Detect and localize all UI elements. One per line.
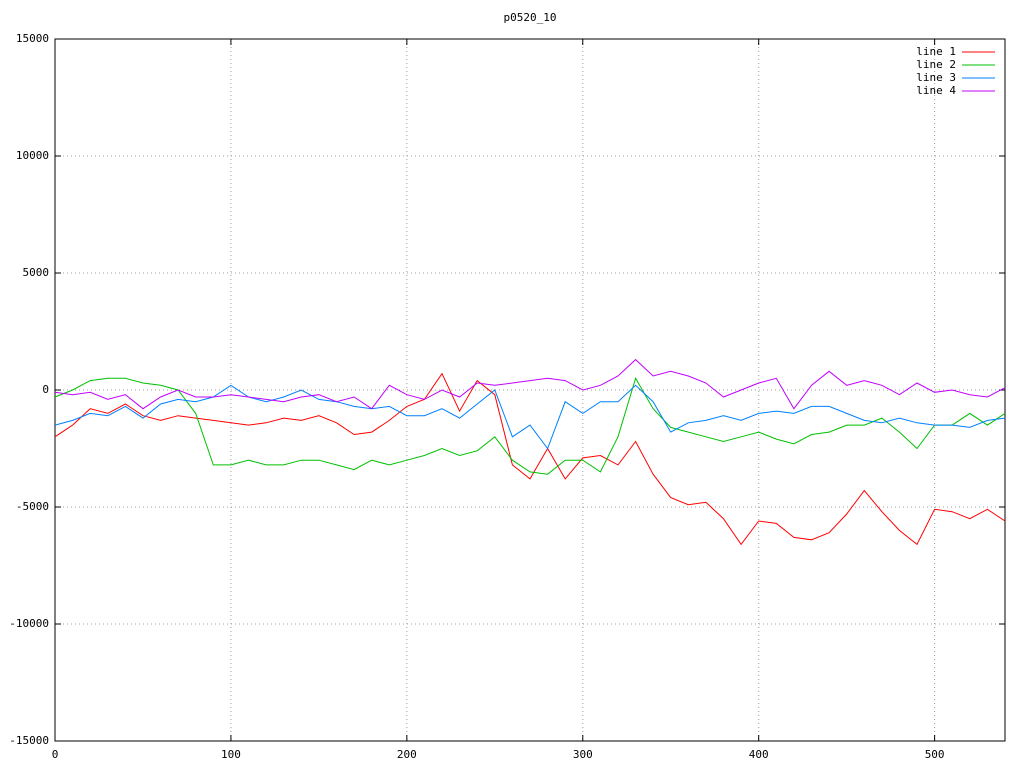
chart-title: p0520_10	[504, 11, 557, 24]
y-tick-label: -10000	[9, 617, 49, 630]
y-tick-label: 10000	[16, 149, 49, 162]
legend-label: line 4	[916, 84, 956, 97]
data-line	[54, 377, 1006, 475]
y-tick-label: 0	[42, 383, 49, 396]
data-line	[54, 372, 1006, 546]
x-tick-label: 100	[221, 748, 241, 761]
plot-border	[54, 38, 1006, 742]
x-tick-label: 0	[52, 748, 59, 761]
data-line	[54, 358, 1006, 410]
legend-label: line 2	[916, 58, 956, 71]
y-tick-label: 5000	[23, 266, 50, 279]
y-tick-label: -15000	[9, 734, 49, 747]
x-tick-label: 500	[925, 748, 945, 761]
x-tick-label: 400	[749, 748, 769, 761]
y-tick-label: -5000	[16, 500, 49, 513]
x-tick-label: 300	[573, 748, 593, 761]
x-tick-label: 200	[397, 748, 417, 761]
legend-label: line 3	[916, 71, 956, 84]
legend-label: line 1	[916, 45, 956, 58]
y-tick-label: 15000	[16, 32, 49, 45]
data-line	[54, 384, 1006, 450]
